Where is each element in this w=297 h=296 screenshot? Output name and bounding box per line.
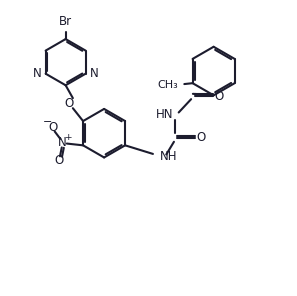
Text: N: N [89,67,98,80]
Text: HN: HN [156,108,173,121]
Text: O: O [55,154,64,167]
Text: O: O [196,131,206,144]
Text: O: O [214,90,223,103]
Text: CH₃: CH₃ [157,80,178,90]
Text: Br: Br [59,15,72,28]
Text: +: + [64,133,71,142]
Text: −: − [43,117,52,127]
Text: NH: NH [160,150,178,163]
Text: O: O [64,97,74,110]
Text: O: O [48,121,58,134]
Text: N: N [33,67,42,80]
Text: N: N [58,136,67,149]
